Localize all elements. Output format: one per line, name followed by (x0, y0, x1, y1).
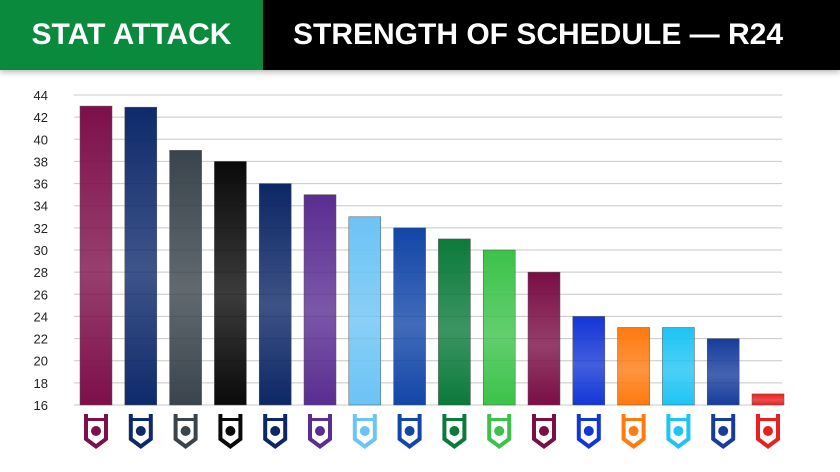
header-bar: STAT ATTACK STRENGTH OF SCHEDULE — R24 (0, 0, 840, 70)
broncos-logo-icon (532, 414, 556, 449)
warriors-logo-icon (218, 414, 243, 449)
rabbitohs-logo-icon (442, 414, 467, 449)
y-tick-label: 38 (34, 154, 48, 169)
bar-broncos-logo (527, 271, 561, 406)
cowboys-logo-icon (128, 414, 153, 449)
sharks-logo-icon (352, 414, 377, 449)
raiders-logo-icon (487, 414, 512, 449)
y-tick-label: 34 (34, 199, 48, 214)
y-tick-label: 36 (34, 177, 48, 192)
y-tick-label: 16 (34, 398, 48, 413)
storm-logo-icon (308, 414, 332, 449)
y-tick-label: 28 (34, 265, 48, 280)
bar-knights-logo (706, 338, 740, 406)
roosters-logo-icon (263, 414, 288, 449)
y-tick-label: 30 (34, 243, 48, 258)
y-tick-label: 20 (34, 354, 48, 369)
bar-raiders-logo (482, 249, 516, 406)
bar-wests-tigers-logo (617, 327, 650, 406)
bar-cowboys-logo (124, 106, 158, 406)
panthers-logo-icon (173, 414, 198, 449)
bar-dragons-logo (751, 393, 785, 406)
bar-rabbitohs-logo (438, 238, 471, 406)
y-tick-label: 18 (34, 376, 48, 391)
sea-eagles-logo-icon (84, 414, 108, 449)
y-tick-label: 42 (34, 110, 48, 125)
wests-tigers-logo-icon (621, 414, 646, 449)
bar-bulldogs-logo (572, 316, 606, 406)
y-tick-label: 32 (34, 221, 48, 236)
bar-storm-logo (303, 194, 337, 406)
bar-titans-logo (662, 327, 695, 406)
titans-logo-icon (666, 414, 691, 449)
y-tick-label: 22 (34, 332, 48, 347)
bar-sea-eagles-logo (79, 105, 113, 406)
bar-panthers-logo (169, 150, 202, 406)
bar-warriors-logo (214, 161, 247, 406)
y-tick-label: 40 (34, 132, 48, 147)
y-tick-label: 26 (34, 287, 48, 302)
y-tick-label: 44 (34, 88, 48, 103)
dragons-logo-icon (756, 414, 780, 449)
chart-title: STRENGTH OF SCHEDULE — R24 (293, 18, 784, 51)
bar-roosters-logo (258, 183, 292, 406)
y-tick-label: 24 (34, 309, 48, 324)
bulldogs-logo-icon (576, 414, 601, 449)
bar-sharks-logo (348, 216, 382, 406)
brand-label: STAT ATTACK (0, 0, 263, 70)
eels-logo-icon (397, 414, 422, 449)
knights-logo-icon (711, 414, 736, 449)
bar-eels-logo (393, 227, 426, 406)
